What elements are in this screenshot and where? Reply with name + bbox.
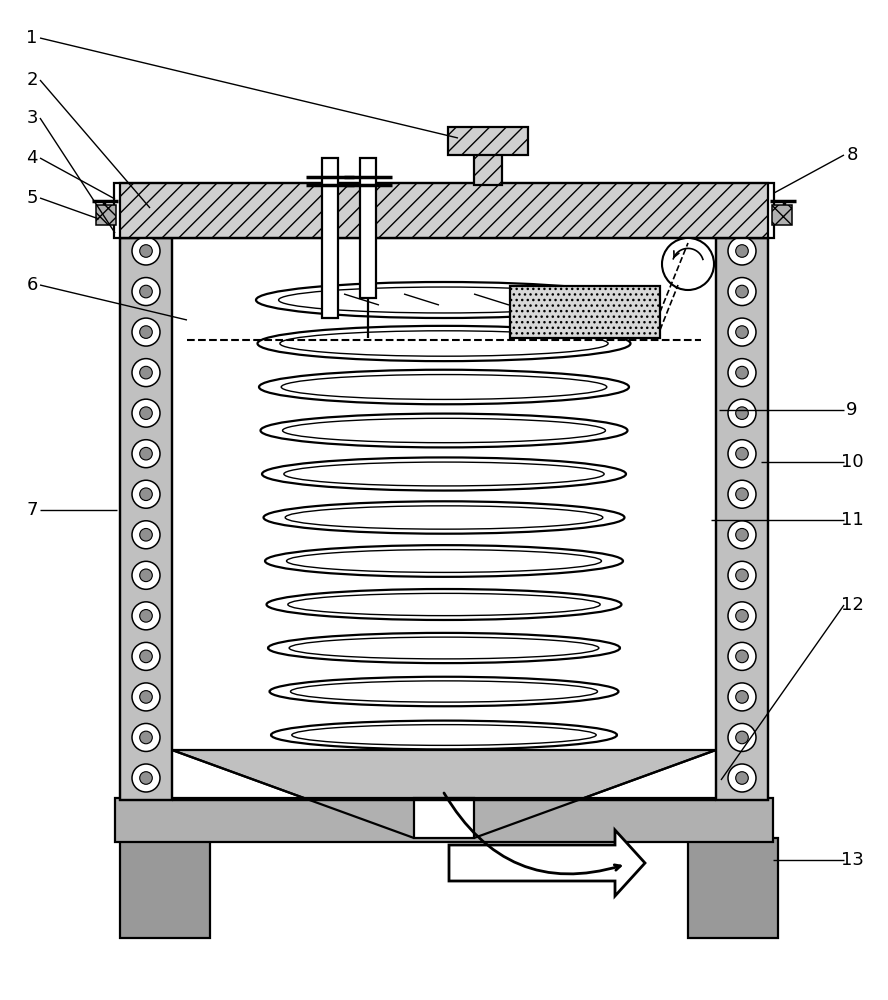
Text: 3: 3 — [27, 109, 38, 127]
Text: 7: 7 — [27, 501, 38, 519]
Bar — [120, 183, 768, 238]
Bar — [448, 127, 528, 155]
Ellipse shape — [735, 772, 749, 784]
Ellipse shape — [728, 480, 756, 508]
Text: 1: 1 — [27, 29, 37, 47]
Bar — [688, 838, 778, 938]
Ellipse shape — [139, 366, 153, 379]
Ellipse shape — [139, 772, 153, 784]
Bar — [120, 838, 210, 938]
Ellipse shape — [139, 528, 153, 541]
Bar — [96, 205, 116, 225]
Ellipse shape — [132, 480, 160, 508]
Bar — [360, 158, 376, 298]
Ellipse shape — [139, 650, 153, 663]
Ellipse shape — [728, 521, 756, 549]
Ellipse shape — [728, 318, 756, 346]
Bar — [772, 205, 792, 225]
Ellipse shape — [735, 731, 749, 744]
Ellipse shape — [132, 399, 160, 427]
Ellipse shape — [728, 764, 756, 792]
Ellipse shape — [132, 764, 160, 792]
Ellipse shape — [132, 237, 160, 265]
Ellipse shape — [662, 238, 714, 290]
Ellipse shape — [735, 447, 749, 460]
Polygon shape — [172, 750, 716, 838]
Ellipse shape — [735, 691, 749, 703]
Ellipse shape — [728, 723, 756, 751]
Text: 4: 4 — [27, 149, 38, 167]
Bar — [716, 238, 768, 800]
Bar — [114, 183, 774, 238]
Ellipse shape — [728, 440, 756, 468]
Ellipse shape — [728, 561, 756, 589]
Ellipse shape — [735, 245, 749, 257]
Ellipse shape — [139, 407, 153, 419]
Ellipse shape — [728, 683, 756, 711]
Text: 10: 10 — [841, 453, 863, 471]
Ellipse shape — [735, 650, 749, 663]
Polygon shape — [449, 830, 645, 896]
Ellipse shape — [735, 528, 749, 541]
Text: 5: 5 — [27, 189, 38, 207]
Ellipse shape — [139, 326, 153, 338]
Ellipse shape — [139, 569, 153, 582]
Ellipse shape — [728, 602, 756, 630]
Text: 2: 2 — [27, 71, 38, 89]
Ellipse shape — [139, 245, 153, 257]
Ellipse shape — [132, 642, 160, 670]
Bar — [474, 153, 502, 185]
Polygon shape — [172, 238, 716, 838]
Ellipse shape — [735, 569, 749, 582]
Ellipse shape — [728, 278, 756, 306]
Ellipse shape — [735, 285, 749, 298]
Ellipse shape — [728, 237, 756, 265]
Ellipse shape — [728, 399, 756, 427]
Bar — [120, 238, 768, 800]
Ellipse shape — [132, 440, 160, 468]
Ellipse shape — [735, 610, 749, 622]
Text: 13: 13 — [841, 851, 863, 869]
Ellipse shape — [735, 407, 749, 419]
Ellipse shape — [132, 683, 160, 711]
Ellipse shape — [735, 326, 749, 338]
Ellipse shape — [139, 691, 153, 703]
Ellipse shape — [728, 642, 756, 670]
Text: 6: 6 — [27, 276, 37, 294]
Ellipse shape — [132, 521, 160, 549]
Ellipse shape — [132, 359, 160, 387]
Ellipse shape — [139, 731, 153, 744]
Ellipse shape — [139, 488, 153, 501]
Text: 8: 8 — [846, 146, 858, 164]
Ellipse shape — [132, 278, 160, 306]
Ellipse shape — [132, 723, 160, 751]
Ellipse shape — [139, 447, 153, 460]
Ellipse shape — [735, 488, 749, 501]
Text: 11: 11 — [841, 511, 863, 529]
Bar — [510, 286, 660, 338]
Bar — [322, 158, 338, 318]
Text: 12: 12 — [841, 596, 863, 614]
Ellipse shape — [132, 318, 160, 346]
Bar — [115, 798, 773, 842]
Text: 9: 9 — [846, 401, 858, 419]
Ellipse shape — [728, 359, 756, 387]
Bar — [414, 798, 474, 838]
Ellipse shape — [139, 285, 153, 298]
Ellipse shape — [132, 602, 160, 630]
Ellipse shape — [132, 561, 160, 589]
Ellipse shape — [735, 366, 749, 379]
Ellipse shape — [139, 610, 153, 622]
Bar — [120, 238, 172, 800]
